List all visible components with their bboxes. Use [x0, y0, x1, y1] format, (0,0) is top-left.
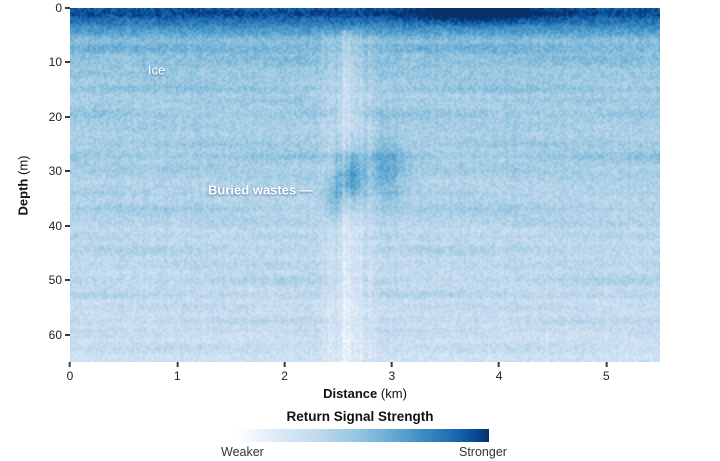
legend-weaker-label: Weaker: [221, 445, 264, 459]
y-tick-mark: [65, 61, 70, 64]
y-tick: 40: [49, 219, 70, 233]
x-tick: 5: [603, 362, 610, 383]
y-tick: 30: [49, 164, 70, 178]
x-tick-label: 5: [603, 369, 610, 383]
y-tick-mark: [65, 333, 70, 336]
y-tick: 50: [49, 273, 70, 287]
legend-stronger-label: Stronger: [459, 445, 507, 459]
y-tick-label: 40: [48, 218, 62, 233]
x-axis-label-bold: Distance: [323, 386, 378, 401]
y-tick: 10: [49, 55, 70, 69]
y-tick-label: 30: [48, 164, 62, 179]
y-tick-label: 0: [55, 1, 62, 15]
y-tick-label: 60: [48, 327, 62, 342]
x-axis-label-unit: (km): [380, 386, 407, 401]
x-tick-label: 4: [495, 369, 503, 383]
y-tick: 20: [49, 110, 70, 124]
x-tick-label: 3: [388, 369, 396, 383]
y-tick: 0: [55, 1, 70, 15]
y-tick-mark: [65, 115, 70, 118]
annotation-ice: Ice: [147, 62, 166, 78]
legend-gradient-bar: [236, 429, 489, 442]
y-tick-mark: [65, 224, 70, 227]
y-axis-label: Depth (m): [14, 8, 32, 362]
x-tick: 3: [388, 362, 395, 383]
y-tick: 60: [49, 328, 70, 342]
x-axis-label: Distance (km): [70, 386, 660, 401]
x-tick-mark: [498, 362, 501, 367]
x-tick: 2: [281, 362, 288, 383]
x-tick: 0: [66, 362, 74, 383]
x-tick-label: 2: [281, 369, 288, 383]
x-tick-mark: [605, 362, 608, 367]
x-tick-label: 1: [173, 369, 181, 383]
legend-title: Return Signal Strength: [286, 409, 434, 424]
x-tick: 1: [174, 362, 181, 383]
plot-area: 0 10 20 30 40 50 60 0 1 2 3 4 5 Ice Buried wastes —: [49, 1, 660, 383]
x-tick-mark: [390, 362, 393, 367]
y-tick-mark: [65, 279, 70, 282]
annotation-buried-wastes: Buried wastes —: [208, 182, 313, 198]
y-axis-label-unit: (m): [15, 155, 31, 175]
y-tick-label: 10: [48, 55, 62, 70]
y-tick-mark: [65, 170, 70, 173]
radargram-canvas: [70, 8, 660, 362]
x-tick-mark: [69, 362, 71, 367]
y-tick-label: 20: [48, 109, 62, 124]
x-tick-mark: [176, 362, 179, 367]
y-tick-label: 50: [48, 273, 62, 288]
y-axis-label-text: Depth (m): [16, 155, 31, 215]
y-axis-label-bold: Depth: [15, 178, 31, 215]
y-tick-mark: [65, 7, 70, 9]
x-tick-label: 0: [66, 369, 74, 383]
x-tick: 4: [495, 362, 503, 383]
x-tick-mark: [283, 362, 286, 367]
